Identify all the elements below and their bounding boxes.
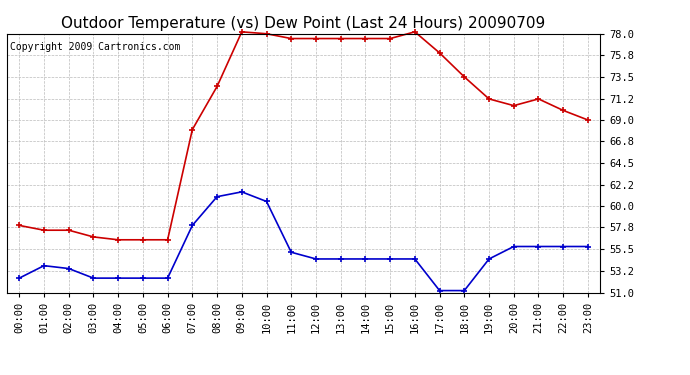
- Text: Copyright 2009 Cartronics.com: Copyright 2009 Cartronics.com: [10, 42, 180, 51]
- Title: Outdoor Temperature (vs) Dew Point (Last 24 Hours) 20090709: Outdoor Temperature (vs) Dew Point (Last…: [61, 16, 546, 31]
